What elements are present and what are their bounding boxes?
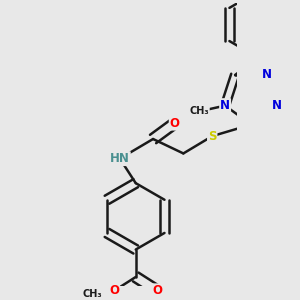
Text: N: N [220, 99, 230, 112]
Text: N: N [272, 99, 282, 112]
Text: CH₃: CH₃ [82, 289, 102, 299]
Text: CH₃: CH₃ [189, 106, 209, 116]
Text: O: O [152, 284, 162, 297]
Text: N: N [262, 68, 272, 82]
Text: O: O [109, 284, 119, 297]
Text: HN: HN [110, 152, 130, 165]
Text: S: S [208, 130, 217, 142]
Text: O: O [170, 117, 180, 130]
